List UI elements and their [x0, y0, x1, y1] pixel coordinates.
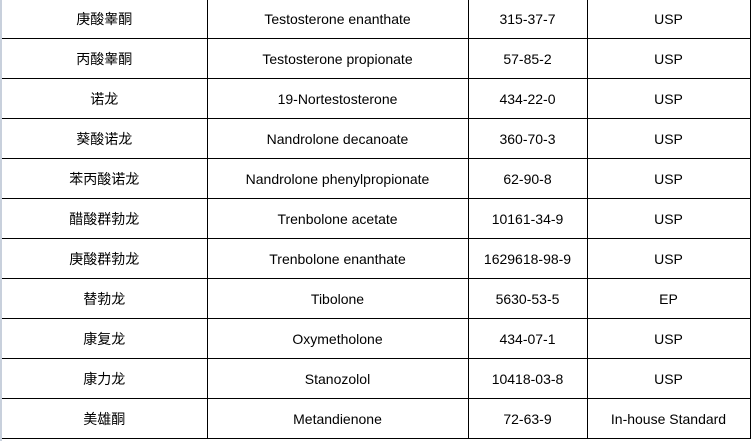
standard-cell: USP	[586, 78, 751, 119]
standard-cell: USP	[586, 318, 751, 359]
standard-cell: USP	[586, 158, 751, 199]
standard-cell: USP	[586, 118, 751, 159]
chinese-name-cell: 康力龙	[2, 358, 208, 399]
chinese-name-cell: 诺龙	[2, 78, 208, 119]
english-name-cell: Trenbolone enanthate	[206, 238, 469, 279]
chinese-name-cell: 庚酸群勃龙	[2, 238, 208, 279]
chinese-name-cell: 丙酸睾酮	[2, 38, 208, 79]
cas-number-cell: 434-07-1	[467, 318, 588, 359]
chinese-name-cell: 美雄酮	[2, 398, 208, 439]
table-row: 醋酸群勃龙 Trenbolone acetate 10161-34-9 USP	[2, 198, 751, 239]
cas-number-cell: 72-63-9	[467, 398, 588, 439]
table-row: 苯丙酸诺龙 Nandrolone phenylpropionate 62-90-8 U…	[2, 158, 751, 199]
cas-number-cell: 1629618-98-9	[467, 238, 588, 279]
standard-cell: USP	[586, 238, 751, 279]
english-name-cell: Tibolone	[206, 278, 469, 319]
cas-number-cell: 315-37-7	[467, 0, 588, 39]
cas-number-cell: 57-85-2	[467, 38, 588, 79]
standard-cell: USP	[586, 358, 751, 399]
english-name-cell: Oxymetholone	[206, 318, 469, 359]
english-name-cell: Trenbolone acetate	[206, 198, 469, 239]
table-row: 庚酸睾酮 Testosterone enanthate 315-37-7 USP	[2, 0, 751, 39]
table-row: 诺龙 19-Nortestosterone 434-22-0 USP	[2, 78, 751, 119]
english-name-cell: Nandrolone decanoate	[206, 118, 469, 159]
chinese-name-cell: 葵酸诺龙	[2, 118, 208, 159]
table-row: 康复龙 Oxymetholone 434-07-1 USP	[2, 318, 751, 359]
standard-cell: In-house Standard	[586, 398, 751, 439]
table-row: 丙酸睾酮 Testosterone propionate 57-85-2 USP	[2, 38, 751, 79]
english-name-cell: 19-Nortestosterone	[206, 78, 469, 119]
table-row: 替勃龙 Tibolone 5630-53-5 EP	[2, 278, 751, 319]
chinese-name-cell: 苯丙酸诺龙	[2, 158, 208, 199]
left-edge	[0, 0, 2, 441]
cas-number-cell: 10161-34-9	[467, 198, 588, 239]
english-name-cell: Testosterone propionate	[206, 38, 469, 79]
standard-cell: USP	[586, 198, 751, 239]
chinese-name-cell: 醋酸群勃龙	[2, 198, 208, 239]
table-row: 康力龙 Stanozolol 10418-03-8 USP	[2, 358, 751, 399]
table-row: 美雄酮 Metandienone 72-63-9 In-house Standard	[2, 398, 751, 439]
english-name-cell: Stanozolol	[206, 358, 469, 399]
english-name-cell: Testosterone enanthate	[206, 0, 469, 39]
chinese-name-cell: 庚酸睾酮	[2, 0, 208, 39]
cas-number-cell: 434-22-0	[467, 78, 588, 119]
chinese-name-cell: 康复龙	[2, 318, 208, 359]
cas-number-cell: 5630-53-5	[467, 278, 588, 319]
table-row: 庚酸群勃龙 Trenbolone enanthate 1629618-98-9 USP	[2, 238, 751, 279]
cas-number-cell: 10418-03-8	[467, 358, 588, 399]
standard-cell: USP	[586, 38, 751, 79]
chinese-name-cell: 替勃龙	[2, 278, 208, 319]
standard-cell: USP	[586, 0, 751, 39]
english-name-cell: Nandrolone phenylpropionate	[206, 158, 469, 199]
table-row: 葵酸诺龙 Nandrolone decanoate 360-70-3 USP	[2, 118, 751, 159]
cas-number-cell: 360-70-3	[467, 118, 588, 159]
cas-number-cell: 62-90-8	[467, 158, 588, 199]
standard-cell: EP	[586, 278, 751, 319]
english-name-cell: Metandienone	[206, 398, 469, 439]
